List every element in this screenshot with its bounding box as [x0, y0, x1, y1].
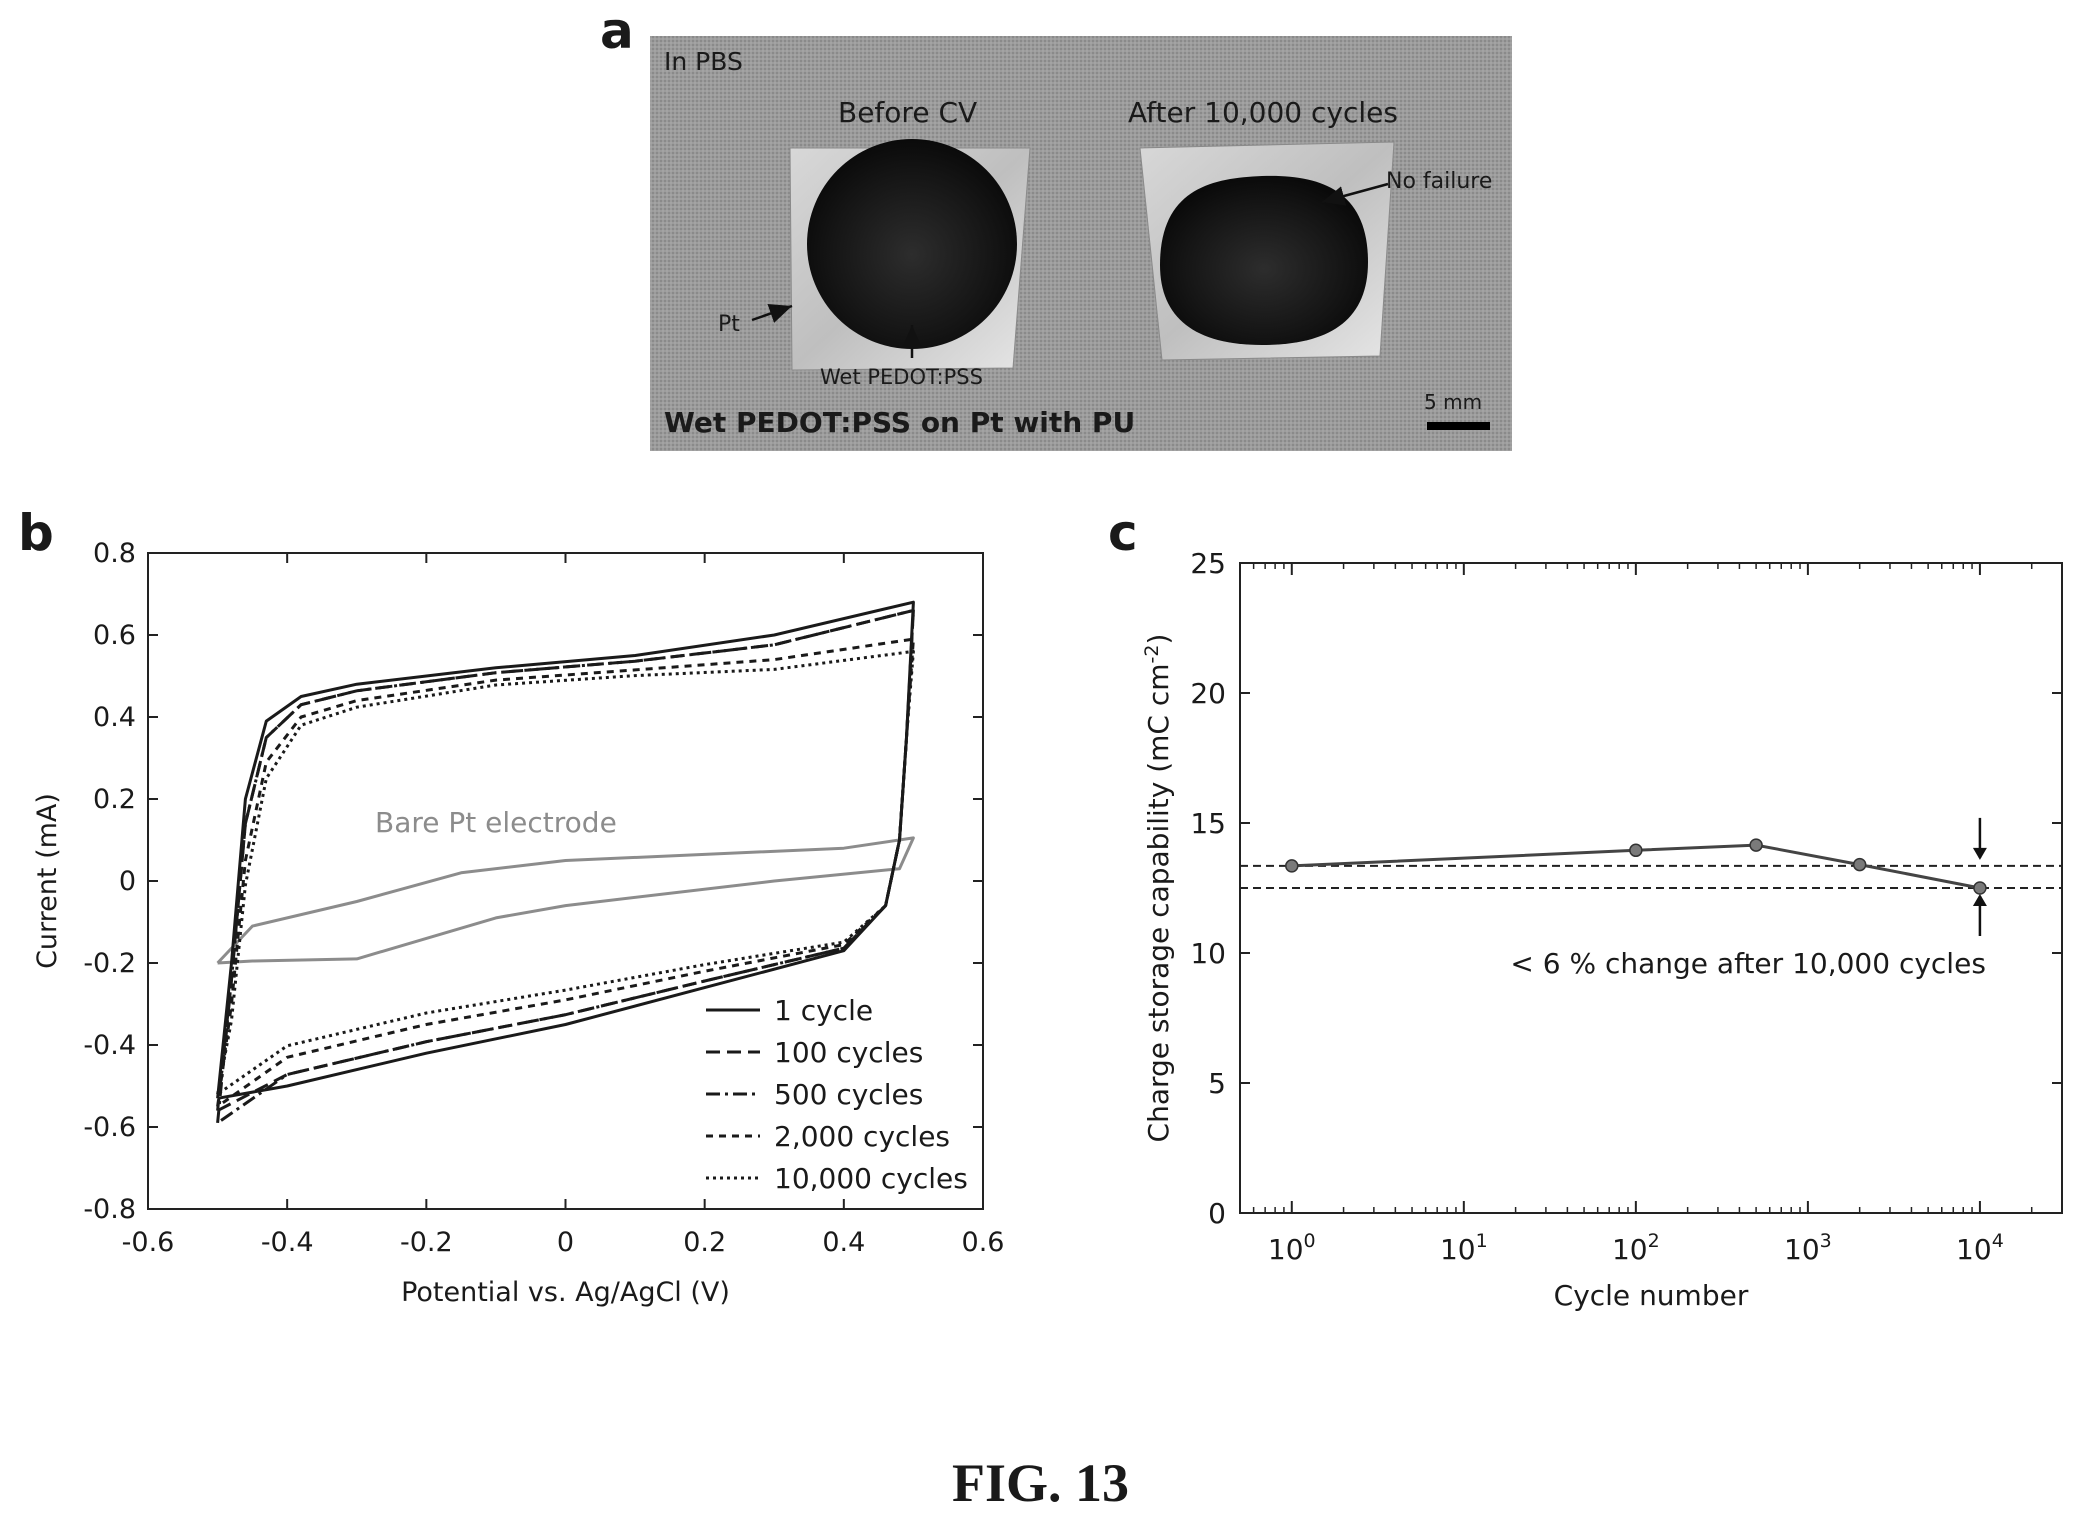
x-tick-label: 0.4 — [822, 1227, 865, 1258]
no-failure-arrow — [1321, 182, 1389, 206]
y-tick-label: 0.8 — [93, 538, 136, 569]
cv-chart: b -0.6 -0.4 -0.2 0 0.2 0.4 0.6 0.8 0.6 0.4 0.2 0 -0.… — [18, 504, 1005, 1308]
change-annotation: < 6 % change after 10,000 cycles — [1510, 947, 1986, 980]
legend-label-2: 100 cycles — [774, 1036, 923, 1069]
x-tick-label: 0 — [557, 1227, 574, 1258]
pt-arrow — [751, 303, 793, 323]
arrow-up-head — [1972, 894, 1987, 906]
y-tick-label: 0 — [119, 866, 136, 897]
panel-b: b -0.6 -0.4 -0.2 0 0.2 0.4 0.6 0.8 0.6 0.4 0.2 0 -0.… — [0, 500, 1040, 1340]
before-pedot-disk — [807, 139, 1017, 349]
x-axis-label: Potential vs. Ag/AgCl (V) — [401, 1277, 730, 1308]
x-tick-label: -0.2 — [400, 1227, 453, 1258]
photo-title: Wet PEDOT:PSS on Pt with PU — [664, 406, 1135, 439]
x-tick-label: 104 — [1956, 1230, 2004, 1266]
figure-label: FIG. 13 — [951, 1453, 1129, 1513]
x-tick-label: 103 — [1784, 1230, 1832, 1266]
cv-series-5 — [216, 649, 915, 1096]
csc-chart: c 25 20 15 10 5 0 100 101 102 103 104 Cycle number C… — [1108, 504, 2063, 1312]
legend-label-1: 1 cycle — [774, 994, 873, 1027]
x-tick-label: 102 — [1612, 1230, 1660, 1266]
panel-a-svg: a In PBS Before CV After 10,000 cycles P… — [600, 2, 1512, 451]
after-cycles-label: After 10,000 cycles — [1128, 96, 1398, 129]
scale-bar — [1427, 422, 1490, 430]
y-tick-label: -0.8 — [83, 1194, 136, 1225]
cv-series-2 — [216, 608, 915, 1112]
y-tick-label: 10 — [1190, 937, 1226, 970]
pt-label: Pt — [718, 312, 740, 337]
y-tick-label: 0 — [1208, 1197, 1226, 1230]
csc-point — [1852, 857, 1867, 872]
wet-pedot-label: Wet PEDOT:PSS — [820, 365, 983, 389]
panel-c-letter: c — [1108, 504, 1138, 562]
legend-label-4: 2,000 cycles — [774, 1120, 950, 1153]
panel-a: a In PBS Before CV After 10,000 cycles P… — [0, 0, 2081, 460]
y-tick-label: 0.2 — [93, 784, 136, 815]
medium-label: In PBS — [664, 47, 743, 76]
y-tick-label: 25 — [1190, 547, 1226, 580]
y-axis-label: Charge storage capability (mC cm-2) — [1141, 634, 1175, 1143]
csc-point — [1285, 859, 1299, 873]
y-tick-label: -0.6 — [83, 1112, 136, 1143]
y-tick-label: -0.2 — [83, 948, 136, 979]
cv-series-1 — [216, 600, 915, 1100]
panel-a-letter: a — [600, 2, 634, 60]
legend-label-3: 500 cycles — [774, 1078, 923, 1111]
panel-c: c 25 20 15 10 5 0 100 101 102 103 104 Cycle number C… — [1060, 500, 2081, 1340]
cv-series-3 — [216, 608, 915, 1125]
no-failure-label: No failure — [1386, 169, 1492, 194]
y-tick-label: 0.4 — [93, 702, 136, 733]
y-axis-label: Current (mA) — [32, 793, 63, 969]
csc-point — [1629, 843, 1643, 858]
x-tick-label: 100 — [1268, 1230, 1316, 1266]
csc-point — [1749, 838, 1763, 852]
arrow-down-head — [1972, 847, 1987, 860]
x-tick-label: 0.6 — [962, 1227, 1005, 1258]
x-axis-label: Cycle number — [1554, 1279, 1749, 1312]
y-tick-label: 15 — [1190, 807, 1226, 840]
scale-label: 5 mm — [1424, 390, 1482, 414]
x-tick-label: -0.4 — [261, 1227, 314, 1258]
y-tick-label: 5 — [1208, 1067, 1226, 1100]
legend-label-5: 10,000 cycles — [774, 1162, 968, 1195]
y-tick-label: 20 — [1190, 677, 1226, 710]
y-tick-label: -0.4 — [83, 1030, 136, 1061]
x-tick-label: 0.2 — [683, 1227, 726, 1258]
y-tick-label: 0.6 — [93, 620, 136, 651]
panel-b-letter: b — [18, 504, 54, 562]
before-cv-label: Before CV — [838, 96, 977, 129]
bare-pt-curve — [216, 836, 915, 965]
bare-pt-label: Bare Pt electrode — [375, 806, 617, 839]
csc-point — [1973, 881, 1987, 895]
x-tick-label: -0.6 — [122, 1227, 175, 1258]
after-pedot-disk — [1160, 175, 1368, 345]
x-tick-label: 101 — [1440, 1230, 1488, 1266]
